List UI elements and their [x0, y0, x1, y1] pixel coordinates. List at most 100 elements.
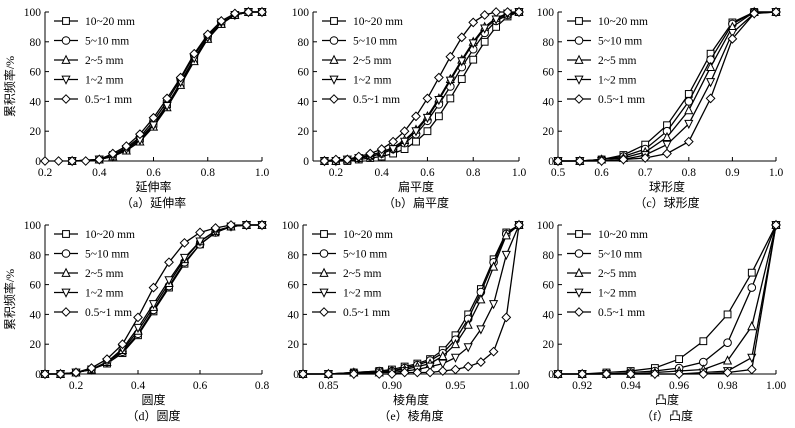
data-point — [723, 310, 732, 319]
chart-panel-3: 0 20 40 60 80 100 0.5 0.6 0.7 0.8 0.9 1.0 球形度（c）球形度 1… — [537, 6, 783, 210]
data-point — [425, 367, 435, 378]
legend-label: 0.5~1 mm — [353, 94, 400, 106]
legend-label: 1~2 mm — [353, 75, 392, 87]
legend: 10~20 mm 5~10 mm 2~5 mm 1~2 mm 0.5~1 mm — [322, 16, 403, 106]
legend-label: 2~5 mm — [598, 268, 637, 280]
y-tick-label: 20 — [30, 339, 42, 351]
data-point — [577, 369, 588, 379]
y-tick-label: 20 — [298, 126, 310, 138]
legend-label: 0.5~1 mm — [598, 94, 645, 106]
legend-item: 10~20 mm — [567, 16, 648, 28]
circle-marker-icon — [319, 249, 329, 258]
data-point — [342, 154, 353, 165]
x-tick-label: 0.98 — [717, 380, 737, 392]
y-axis-label: 累积频率/% — [2, 56, 17, 117]
data-point — [722, 355, 733, 365]
legend-item: 2~5 mm — [567, 54, 637, 67]
square-marker-icon — [575, 17, 583, 25]
data-point — [133, 312, 143, 323]
legend-label: 1~2 mm — [598, 75, 637, 87]
diamond-marker-icon — [574, 94, 584, 104]
legend-label: 10~20 mm — [343, 229, 393, 241]
series-line — [45, 224, 262, 375]
data-point — [480, 37, 489, 46]
legend-item: 2~5 mm — [54, 267, 124, 280]
series-2 — [553, 220, 781, 379]
square-marker-icon — [320, 230, 328, 238]
series-line — [45, 224, 262, 375]
y-tick-label: 20 — [543, 126, 555, 138]
x-tick-label: 0.6 — [146, 167, 161, 179]
y-tick-label: 100 — [24, 220, 42, 232]
x-tick-label: 0.2 — [69, 380, 84, 392]
data-point — [445, 76, 455, 86]
data-point — [705, 93, 716, 104]
x-tick-label: 0.6 — [594, 167, 609, 179]
data-point — [53, 156, 64, 166]
y-tick-label: 100 — [292, 7, 310, 19]
x-tick-label: 0.94 — [621, 380, 641, 392]
y-tick-label: 0 — [548, 369, 554, 381]
data-point — [319, 156, 330, 166]
data-point — [353, 151, 364, 162]
legend-item: 0.5~1 mm — [567, 307, 645, 319]
data-point — [148, 300, 159, 310]
y-tick-label: 80 — [543, 37, 555, 49]
triangle-down-marker-icon — [574, 75, 584, 85]
series-line — [72, 11, 262, 162]
data-point — [450, 353, 461, 363]
data-point — [67, 156, 78, 166]
legend-item: 5~10 mm — [322, 36, 397, 48]
data-point — [445, 51, 456, 62]
legend-label: 1~2 mm — [343, 288, 382, 300]
data-point — [488, 261, 499, 271]
y-tick-label: 60 — [288, 280, 300, 292]
data-point — [457, 75, 466, 83]
data-point — [674, 369, 685, 379]
data-point — [463, 361, 474, 372]
y-tick-label: 60 — [298, 67, 310, 79]
data-point — [412, 367, 423, 378]
legend-item: 10~20 mm — [54, 229, 135, 241]
y-tick-label: 40 — [30, 96, 42, 108]
diamond-marker-icon — [319, 307, 329, 317]
data-point — [514, 220, 524, 230]
data-point — [727, 33, 738, 44]
data-point — [675, 355, 684, 364]
y-axis-label: 累积频率/% — [2, 269, 17, 330]
legend-label: 2~5 mm — [343, 268, 382, 280]
data-point — [55, 369, 66, 379]
data-point — [135, 129, 145, 140]
data-point — [438, 350, 448, 361]
data-point — [210, 223, 221, 233]
data-point — [40, 156, 50, 166]
data-point — [747, 268, 756, 277]
y-tick-label: 0 — [35, 369, 41, 381]
x-tick-label: 0.5 — [551, 167, 566, 179]
x-tick-label: 0.6 — [193, 380, 208, 392]
legend-label: 10~20 mm — [598, 229, 648, 241]
data-point — [423, 127, 432, 136]
data-point — [476, 325, 486, 335]
legend-label: 10~20 mm — [85, 229, 135, 241]
series-4 — [67, 8, 267, 167]
legend-label: 2~5 mm — [598, 55, 637, 67]
diamond-marker-icon — [574, 307, 584, 317]
legend-item: 1~2 mm — [567, 288, 637, 300]
y-tick-label: 20 — [543, 339, 555, 351]
series-3 — [553, 219, 781, 378]
data-point — [480, 24, 490, 34]
diamond-marker-icon — [61, 307, 71, 317]
data-point — [705, 78, 716, 88]
data-point — [514, 7, 524, 17]
legend-label: 1~2 mm — [85, 75, 124, 87]
circle-marker-icon — [61, 36, 71, 45]
data-point — [179, 253, 190, 264]
x-axis-label: 圆度 — [141, 392, 165, 407]
data-point — [683, 136, 694, 147]
data-point — [601, 369, 612, 379]
triangle-down-marker-icon — [329, 75, 339, 85]
data-point — [323, 369, 334, 379]
legend-item: 0.5~1 mm — [322, 94, 400, 106]
